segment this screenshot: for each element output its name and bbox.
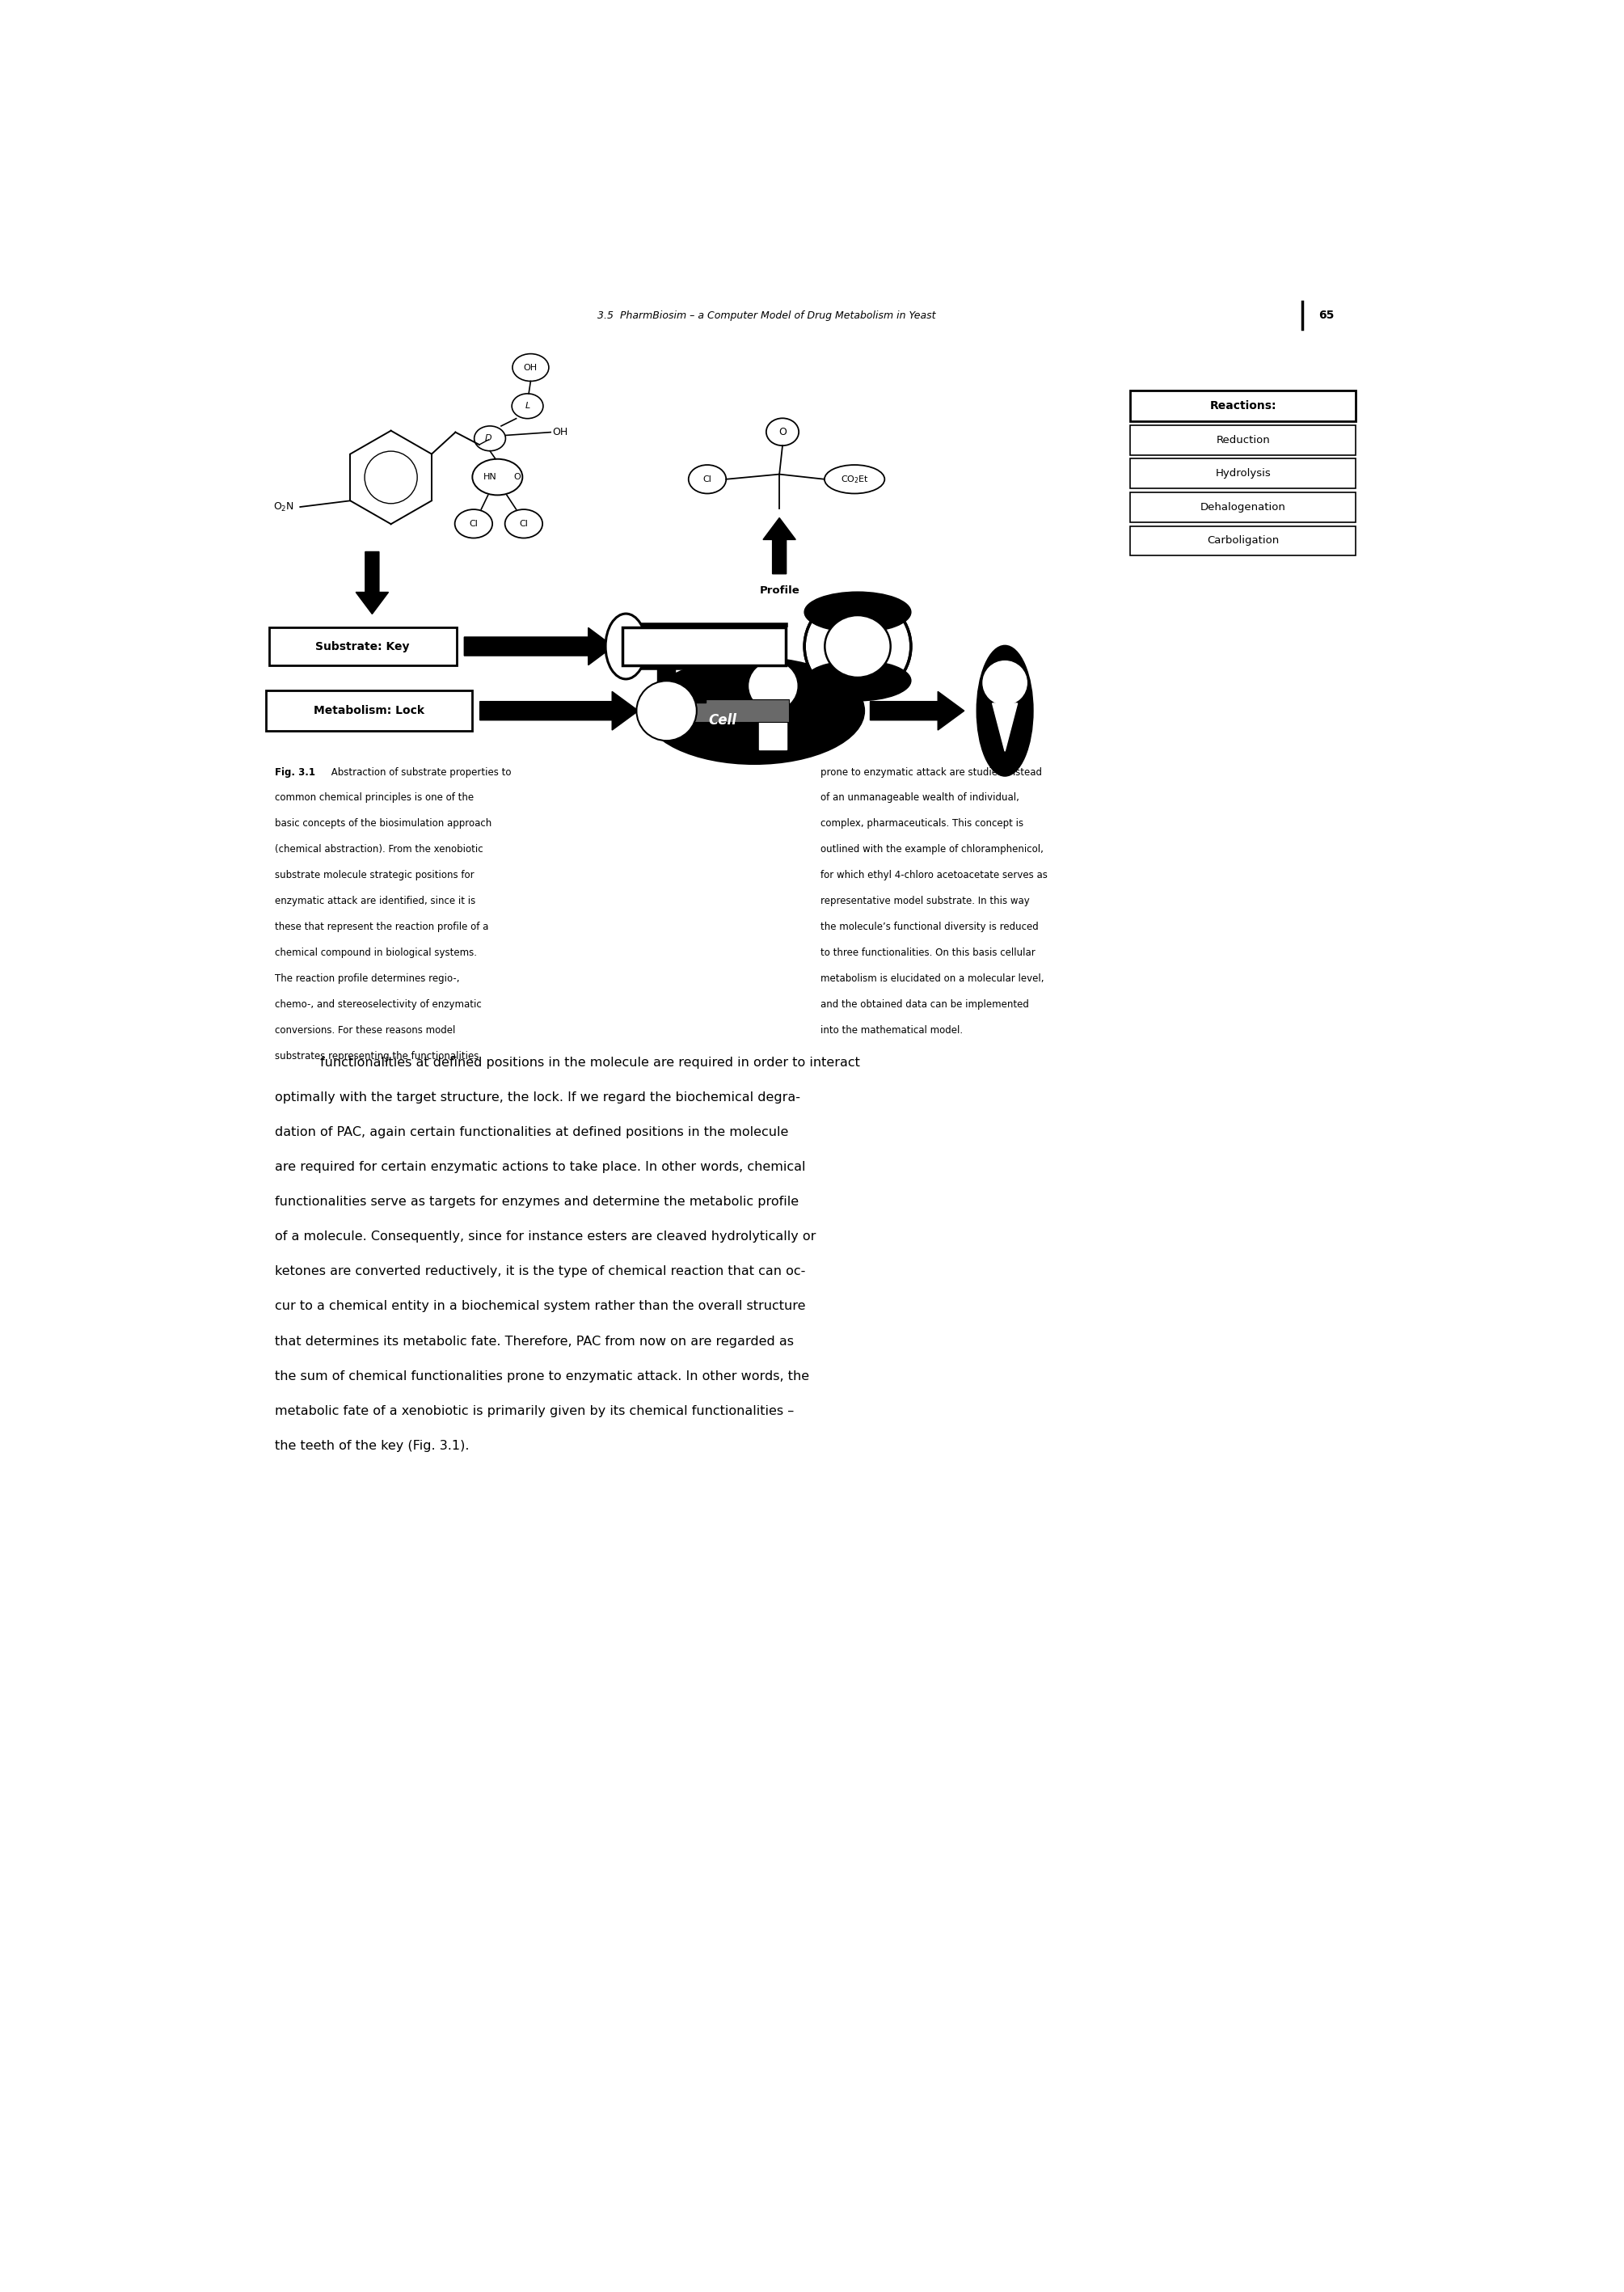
Polygon shape [992, 704, 1017, 752]
Bar [1130, 458, 1356, 488]
Bar [1130, 424, 1356, 454]
Text: that determines its metabolic fate. Therefore, PAC from now on are regarded as: that determines its metabolic fate. Ther… [274, 1336, 794, 1348]
FancyArrow shape [870, 692, 965, 731]
Text: CO$_2$Et: CO$_2$Et [840, 474, 869, 486]
Bar [664, 699, 789, 722]
Text: Profile: Profile [760, 584, 799, 596]
FancyArrow shape [356, 552, 388, 614]
Bar [1130, 525, 1356, 555]
Text: OH: OH [523, 364, 538, 371]
Circle shape [983, 660, 1026, 704]
Bar [270, 628, 456, 665]
Text: the sum of chemical functionalities prone to enzymatic attack. In other words, t: the sum of chemical functionalities pron… [274, 1371, 809, 1382]
Ellipse shape [804, 596, 911, 697]
Text: representative model substrate. In this way: representative model substrate. In this … [820, 896, 1030, 908]
Text: substrate molecule strategic positions for: substrate molecule strategic positions f… [274, 871, 474, 880]
Text: Carboligation: Carboligation [1207, 536, 1280, 545]
Text: into the mathematical model.: into the mathematical model. [820, 1025, 963, 1036]
Text: basic concepts of the biosimulation approach: basic concepts of the biosimulation appr… [274, 818, 492, 830]
Text: optimally with the target structure, the lock. If we regard the biochemical degr: optimally with the target structure, the… [274, 1091, 801, 1102]
Text: Cl: Cl [520, 520, 528, 527]
Text: Substrate: Key: Substrate: Key [315, 642, 409, 651]
Text: metabolism is elucidated on a molecular level,: metabolism is elucidated on a molecular … [820, 974, 1044, 983]
Text: L: L [525, 401, 529, 410]
Text: Metabolism: Lock: Metabolism: Lock [313, 706, 424, 717]
FancyArrow shape [763, 518, 796, 573]
Text: dation of PAC, again certain functionalities at defined positions in the molecul: dation of PAC, again certain functionali… [274, 1125, 789, 1139]
Text: D: D [484, 435, 492, 442]
Text: O: O [513, 472, 521, 481]
FancyArrow shape [481, 692, 638, 731]
Text: cur to a chemical entity in a biochemical system rather than the overall structu: cur to a chemical entity in a biochemica… [274, 1300, 806, 1313]
Circle shape [637, 681, 697, 740]
Text: the teeth of the key (Fig. 3.1).: the teeth of the key (Fig. 3.1). [274, 1439, 469, 1451]
Text: Reactions:: Reactions: [1210, 401, 1276, 413]
Circle shape [749, 662, 797, 711]
Text: chemo-, and stereoselectivity of enzymatic: chemo-, and stereoselectivity of enzymat… [274, 999, 482, 1011]
Bar [689, 665, 706, 701]
FancyArrow shape [464, 628, 614, 665]
Text: ketones are converted reductively, it is the type of chemical reaction that can : ketones are converted reductively, it is… [274, 1265, 806, 1277]
Ellipse shape [804, 660, 911, 701]
Text: complex, pharmaceuticals. This concept is: complex, pharmaceuticals. This concept i… [820, 818, 1023, 830]
Bar [760, 672, 788, 749]
Text: The reaction profile determines regio-,: The reaction profile determines regio-, [274, 974, 460, 983]
Text: Cl: Cl [703, 474, 711, 484]
Text: substrates representing the functionalities: substrates representing the functionalit… [274, 1052, 479, 1061]
Text: Dehalogenation: Dehalogenation [1200, 502, 1286, 513]
Bar [719, 665, 737, 688]
Text: to three functionalities. On this basis cellular: to three functionalities. On this basis … [820, 947, 1034, 958]
Text: Hydrolysis: Hydrolysis [1215, 468, 1270, 479]
Text: outlined with the example of chloramphenicol,: outlined with the example of chloramphen… [820, 843, 1043, 855]
Text: Reduction: Reduction [1216, 435, 1270, 445]
Ellipse shape [645, 658, 864, 763]
Text: HN: HN [482, 472, 497, 481]
Bar [658, 665, 674, 692]
Text: for which ethyl 4-chloro acetoacetate serves as: for which ethyl 4-chloro acetoacetate se… [820, 871, 1047, 880]
Ellipse shape [606, 614, 646, 678]
Text: O: O [778, 426, 786, 438]
Text: OH: OH [552, 426, 568, 438]
Text: common chemical principles is one of the: common chemical principles is one of the [274, 793, 474, 802]
Ellipse shape [976, 646, 1033, 777]
Text: enzymatic attack are identified, since it is: enzymatic attack are identified, since i… [274, 896, 476, 908]
Text: and the obtained data can be implemented: and the obtained data can be implemented [820, 999, 1028, 1011]
Text: O$_2$N: O$_2$N [273, 502, 294, 513]
Text: functionalities at defined positions in the molecule are required in order to in: functionalities at defined positions in … [320, 1057, 861, 1068]
Bar [1130, 493, 1356, 523]
Text: these that represent the reaction profile of a: these that represent the reaction profil… [274, 921, 489, 933]
Ellipse shape [804, 591, 911, 633]
Text: prone to enzymatic attack are studied instead: prone to enzymatic attack are studied in… [820, 768, 1041, 777]
Bar [622, 628, 786, 665]
Text: functionalities serve as targets for enzymes and determine the metabolic profile: functionalities serve as targets for enz… [274, 1196, 799, 1208]
Text: metabolic fate of a xenobiotic is primarily given by its chemical functionalitie: metabolic fate of a xenobiotic is primar… [274, 1405, 794, 1416]
Text: of a molecule. Consequently, since for instance esters are cleaved hydrolyticall: of a molecule. Consequently, since for i… [274, 1231, 817, 1242]
Text: Cell: Cell [708, 713, 737, 727]
Text: of an unmanageable wealth of individual,: of an unmanageable wealth of individual, [820, 793, 1018, 802]
Text: 65: 65 [1319, 309, 1333, 321]
Ellipse shape [825, 614, 890, 678]
Text: Fig. 3.1: Fig. 3.1 [274, 768, 315, 777]
Text: are required for certain enzymatic actions to take place. In other words, chemic: are required for certain enzymatic actio… [274, 1160, 806, 1174]
Bar [1130, 390, 1356, 422]
Text: 3.5  PharmBiosim – a Computer Model of Drug Metabolism in Yeast: 3.5 PharmBiosim – a Computer Model of Dr… [598, 309, 935, 321]
Text: the molecule’s functional diversity is reduced: the molecule’s functional diversity is r… [820, 921, 1038, 933]
Bar [266, 690, 473, 731]
Text: Cl: Cl [469, 520, 477, 527]
Text: conversions. For these reasons model: conversions. For these reasons model [274, 1025, 456, 1036]
Text: chemical compound in biological systems.: chemical compound in biological systems. [274, 947, 477, 958]
Text: Abstraction of substrate properties to: Abstraction of substrate properties to [328, 768, 512, 777]
Text: (chemical abstraction). From the xenobiotic: (chemical abstraction). From the xenobio… [274, 843, 484, 855]
